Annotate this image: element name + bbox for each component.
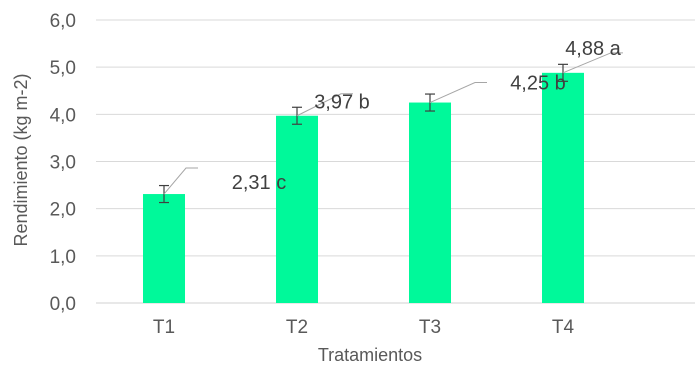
x-axis-title: Tratamientos [318,345,422,365]
x-tick-label: T3 [419,317,441,338]
leader-line [163,167,198,195]
data-label-t1: 2,31 c [232,172,286,194]
data-label-t4: 4,88 a [565,38,621,60]
data-labels: 2,31 c 3,97 b 4,25 b 4,88 a [232,38,622,194]
leader-line [296,93,353,117]
error-bar [425,93,435,112]
y-tick-label: 0,0 [50,294,76,315]
x-tick-label: T2 [286,317,308,338]
y-tick-label: 1,0 [50,247,76,268]
y-axis-title: Rendimiento (kg m-2) [11,73,31,246]
bar-t2 [276,115,318,303]
y-tick-label: 3,0 [50,153,76,174]
leader-line [562,52,623,74]
x-tick-label: T1 [153,317,175,338]
error-bars [159,63,568,204]
x-tick-labels: T1 T2 T3 T4 [153,317,575,338]
y-tick-label: 4,0 [50,105,76,126]
y-tick-label: 6,0 [50,11,76,32]
bar-t3 [409,102,451,304]
gridlines [96,19,695,304]
bars [143,72,584,304]
leader-line [429,82,487,103]
bar-t1 [143,194,185,303]
x-tick-label: T4 [552,317,575,338]
bar-t4 [542,72,584,304]
y-tick-labels: 0,0 1,0 2,0 3,0 4,0 5,0 6,0 [50,11,76,315]
data-label-t2: 3,97 b [314,92,370,114]
data-label-t3: 4,25 b [510,73,566,95]
y-tick-label: 5,0 [50,58,76,79]
y-tick-label: 2,0 [50,200,76,221]
label-leader-lines [163,52,623,195]
